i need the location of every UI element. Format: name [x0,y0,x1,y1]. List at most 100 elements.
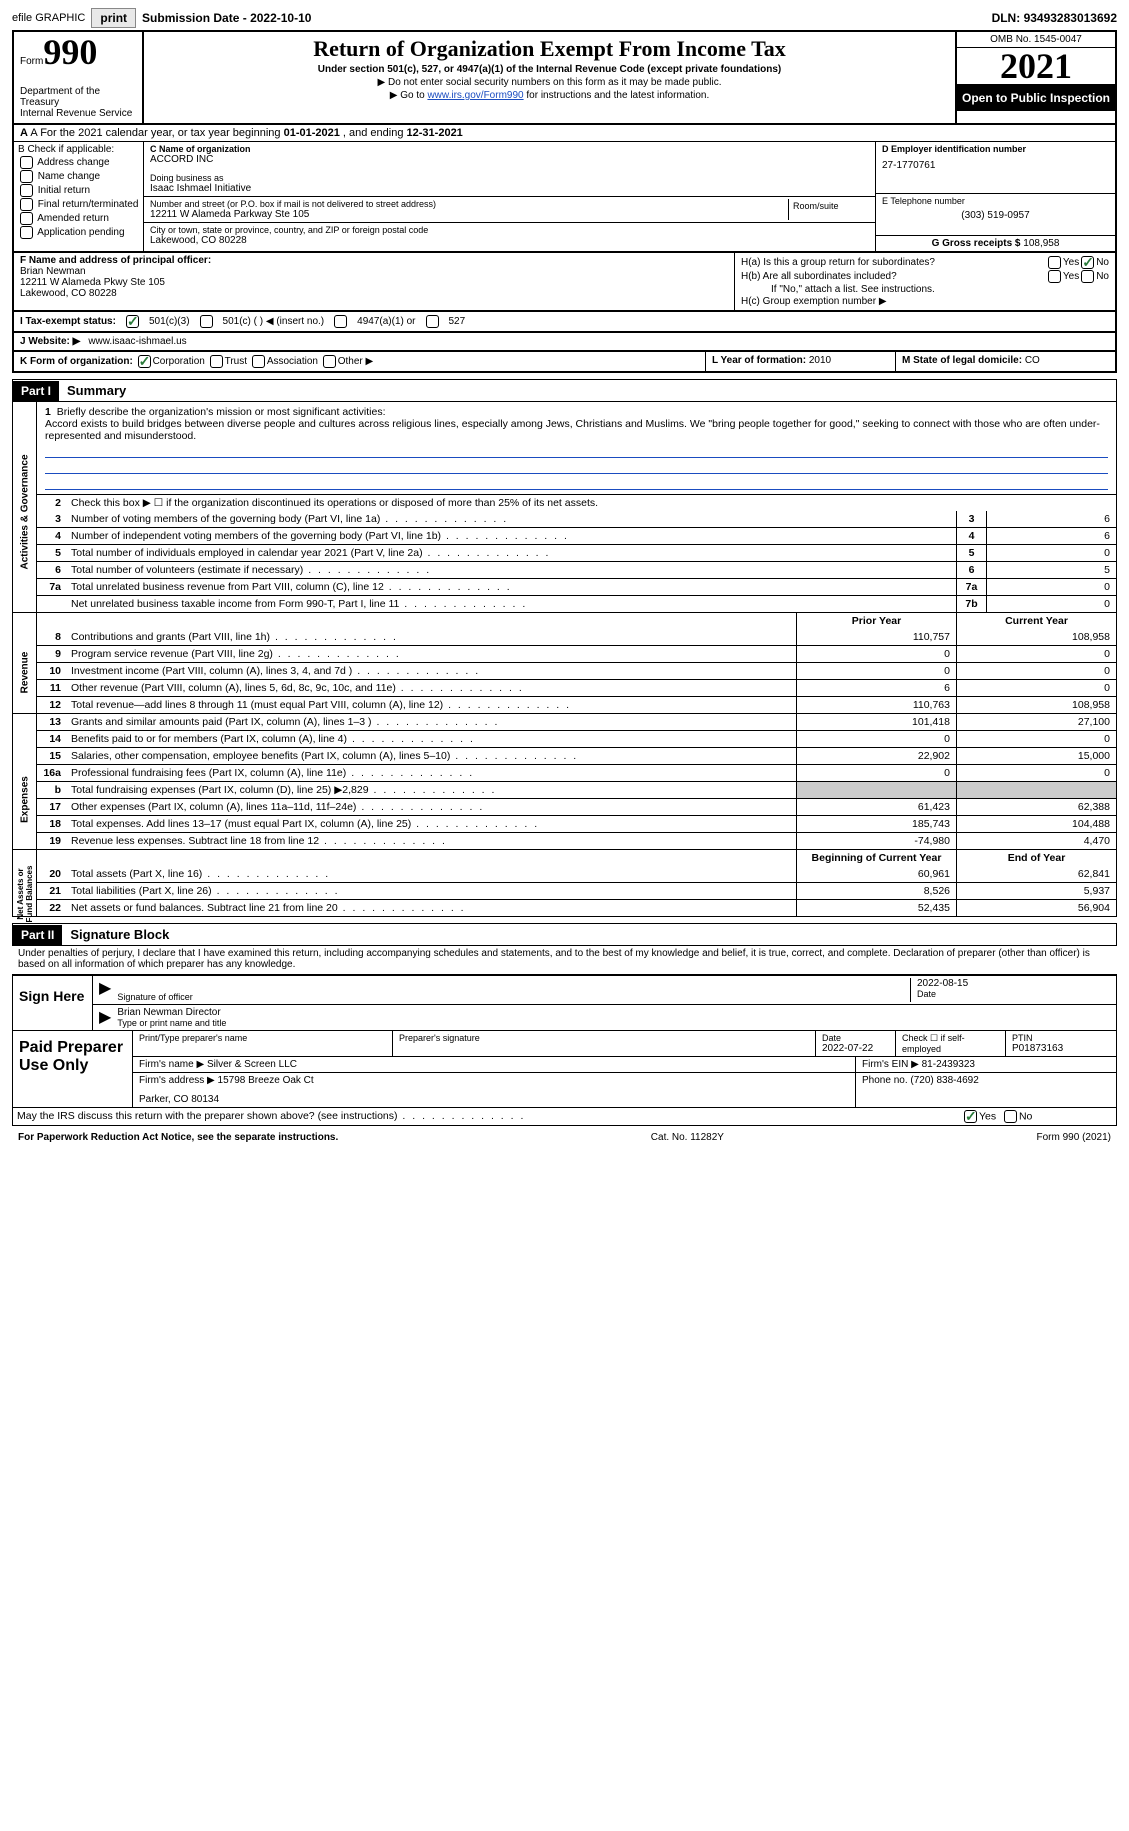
chk-501c[interactable] [200,315,213,328]
chk-pending[interactable]: Application pending [18,226,139,239]
chk-other[interactable] [323,355,336,368]
paid-preparer-label: Paid Preparer Use Only [13,1031,133,1107]
tab-governance: Activities & Governance [13,402,37,612]
discuss-yes[interactable] [964,1110,977,1123]
efile-label: efile GRAPHIC [12,12,85,24]
dba: Isaac Ishmael Initiative [150,183,869,194]
mission-text: Accord exists to build bridges between d… [45,418,1100,442]
gov-line: 6Total number of volunteers (estimate if… [37,561,1116,578]
data-line: 22Net assets or fund balances. Subtract … [37,899,1116,916]
gross-receipts: 108,958 [1023,238,1059,249]
data-line: 9Program service revenue (Part VIII, lin… [37,645,1116,662]
part2-header: Part IISignature Block [12,923,1117,946]
gov-line: 7aTotal unrelated business revenue from … [37,578,1116,595]
discuss-row: May the IRS discuss this return with the… [12,1108,1117,1126]
telephone: (303) 519-0957 [882,210,1109,221]
col-h-group: H(a) Is this a group return for subordin… [735,253,1115,310]
city: Lakewood, CO 80228 [150,235,869,246]
chk-final[interactable]: Final return/terminated [18,198,139,211]
col-b-checkboxes: B Check if applicable: Address change Na… [14,142,144,251]
firm-addr: 15798 Breeze Oak Ct [218,1075,314,1086]
data-line: 11Other revenue (Part VIII, column (A), … [37,679,1116,696]
declaration: Under penalties of perjury, I declare th… [12,946,1117,972]
mission-block: 1 Briefly describe the organization's mi… [37,402,1116,494]
submission-date: Submission Date - 2022-10-10 [142,11,311,25]
tab-expenses: Expenses [13,714,37,849]
col-c-org: C Name of organizationACCORD INC Doing b… [144,142,875,251]
data-line: 15Salaries, other compensation, employee… [37,747,1116,764]
line-2: Check this box ▶ ☐ if the organization d… [67,495,1116,511]
prep-date: 2022-07-22 [822,1043,889,1054]
gov-line: 5Total number of individuals employed in… [37,544,1116,561]
dept-label: Department of the Treasury Internal Reve… [20,86,136,119]
note-ssn: ▶ Do not enter social security numbers o… [152,77,947,88]
data-line: 16aProfessional fundraising fees (Part I… [37,764,1116,781]
tab-netassets: Net Assets orFund Balances [13,850,37,916]
open-public: Open to Public Inspection [957,85,1115,111]
data-line: bTotal fundraising expenses (Part IX, co… [37,781,1116,798]
firm-ein: 81-2439323 [922,1059,975,1070]
col-d: D Employer identification number27-17707… [875,142,1115,251]
data-line: 18Total expenses. Add lines 13–17 (must … [37,815,1116,832]
street: 12211 W Alameda Parkway Ste 105 [150,209,784,220]
gov-line: 4Number of independent voting members of… [37,527,1116,544]
data-line: 19Revenue less expenses. Subtract line 1… [37,832,1116,849]
form-title: Return of Organization Exempt From Incom… [152,36,947,62]
data-line: 14Benefits paid to or for members (Part … [37,730,1116,747]
print-button[interactable]: print [91,8,136,28]
chk-amended[interactable]: Amended return [18,212,139,225]
website: www.isaac-ishmael.us [88,336,186,347]
ha-yes[interactable] [1048,256,1061,269]
row-k-form-org: K Form of organization: Corporation Trus… [14,352,705,371]
data-line: 13Grants and similar amounts paid (Part … [37,714,1116,730]
data-line: 20Total assets (Part X, line 16)60,96162… [37,866,1116,882]
data-line: 12Total revenue—add lines 8 through 11 (… [37,696,1116,713]
data-line: 17Other expenses (Part IX, column (A), l… [37,798,1116,815]
gov-line: 3Number of voting members of the governi… [37,511,1116,527]
chk-527[interactable] [426,315,439,328]
data-line: 8Contributions and grants (Part VIII, li… [37,629,1116,645]
sign-here-label: Sign Here [13,976,93,1030]
chk-trust[interactable] [210,355,223,368]
chk-corp[interactable] [138,355,151,368]
data-line: 21Total liabilities (Part X, line 26)8,5… [37,882,1116,899]
form-subtitle: Under section 501(c), 527, or 4947(a)(1)… [152,64,947,75]
firm-name: Silver & Screen LLC [207,1059,297,1070]
col-f-officer: F Name and address of principal officer:… [14,253,735,310]
firm-phone: (720) 838-4692 [910,1075,978,1086]
note-link: ▶ Go to www.irs.gov/Form990 for instruct… [152,90,947,101]
org-name: ACCORD INC [150,154,869,165]
chk-address[interactable]: Address change [18,156,139,169]
officer-print: Brian Newman Director [117,1007,226,1018]
chk-name[interactable]: Name change [18,170,139,183]
row-a-tax-year: A A For the 2021 calendar year, or tax y… [12,125,1117,142]
row-l-year: L Year of formation: 2010 [705,352,895,371]
form-label: Form [20,56,43,67]
ptin: P01873163 [1012,1043,1110,1054]
row-j-website: J Website: ▶ www.isaac-ishmael.us [12,333,1117,352]
row-i-status: I Tax-exempt status: 501(c)(3) 501(c) ( … [12,312,1117,333]
row-m-state: M State of legal domicile: CO [895,352,1115,371]
tab-revenue: Revenue [13,613,37,713]
ha-no[interactable] [1081,256,1094,269]
data-line: 10Investment income (Part VIII, column (… [37,662,1116,679]
officer-name: Brian Newman [20,266,86,277]
form-number: 990 [43,32,97,72]
gov-line: Net unrelated business taxable income fr… [37,595,1116,612]
hb-no[interactable] [1081,270,1094,283]
chk-4947[interactable] [334,315,347,328]
sign-date: 2022-08-15 [917,978,1110,989]
chk-initial[interactable]: Initial return [18,184,139,197]
chk-assoc[interactable] [252,355,265,368]
form-header: Form990 Department of the Treasury Inter… [12,30,1117,125]
tax-year: 2021 [957,48,1115,85]
chk-501c3[interactable] [126,315,139,328]
hb-yes[interactable] [1048,270,1061,283]
dln: DLN: 93493283013692 [992,11,1117,25]
part1-header: Part ISummary [12,379,1117,402]
discuss-no[interactable] [1004,1110,1017,1123]
ein: 27-1770761 [882,160,1109,171]
page-footer: For Paperwork Reduction Act Notice, see … [12,1130,1117,1145]
irs-link[interactable]: www.irs.gov/Form990 [427,90,523,101]
top-bar: efile GRAPHIC print Submission Date - 20… [12,8,1117,28]
